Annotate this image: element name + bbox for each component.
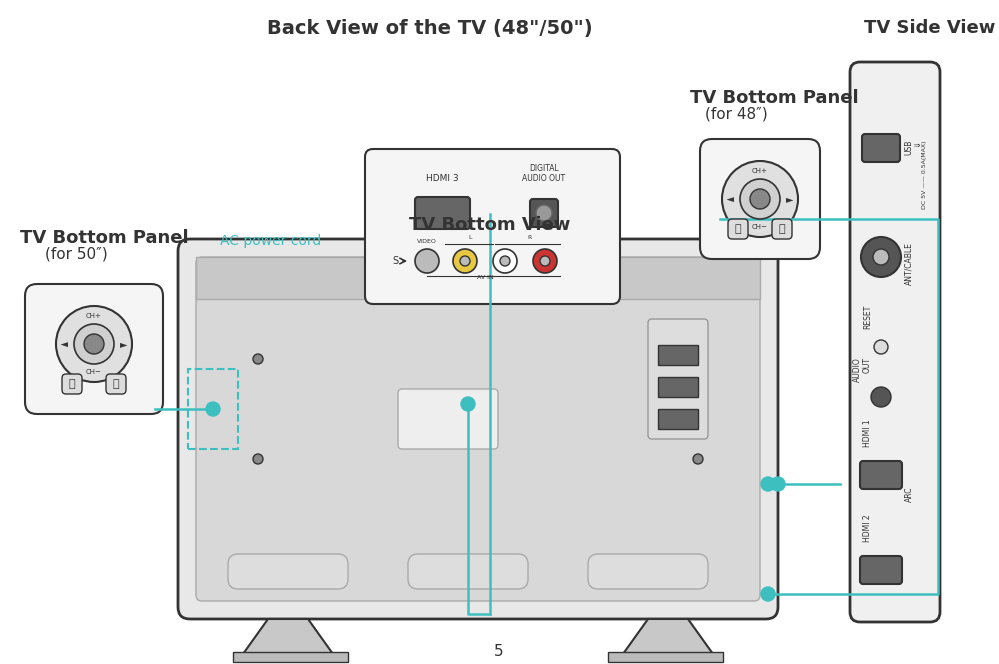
- Text: HDMI 1: HDMI 1: [863, 420, 872, 447]
- Polygon shape: [243, 619, 333, 654]
- Text: (for 50″): (for 50″): [45, 246, 108, 261]
- Text: AC power cord: AC power cord: [220, 234, 322, 248]
- Circle shape: [415, 249, 439, 273]
- Circle shape: [461, 397, 475, 411]
- Text: CH+: CH+: [752, 168, 768, 174]
- Circle shape: [500, 256, 510, 266]
- FancyBboxPatch shape: [588, 554, 708, 589]
- Circle shape: [871, 387, 891, 407]
- Text: ⏻: ⏻: [778, 224, 785, 234]
- Circle shape: [771, 477, 785, 491]
- Circle shape: [536, 205, 552, 221]
- Bar: [196, 257, 760, 299]
- Text: R: R: [527, 235, 532, 240]
- Text: AUDIO
OUT: AUDIO OUT: [852, 357, 872, 382]
- Text: DIGITAL
AUDIO OUT: DIGITAL AUDIO OUT: [522, 163, 565, 183]
- Text: S: S: [392, 256, 398, 266]
- FancyBboxPatch shape: [62, 374, 82, 394]
- Circle shape: [722, 161, 798, 237]
- Text: ⏻: ⏻: [113, 379, 119, 389]
- Text: (for 48″): (for 48″): [705, 106, 768, 121]
- Text: DC 5V —— 0.5A(MAX): DC 5V —— 0.5A(MAX): [922, 140, 927, 208]
- Text: Back View of the TV (48"/50"): Back View of the TV (48"/50"): [267, 19, 592, 38]
- FancyBboxPatch shape: [728, 219, 748, 239]
- FancyBboxPatch shape: [25, 284, 163, 414]
- Circle shape: [873, 249, 889, 265]
- Circle shape: [453, 249, 477, 273]
- Circle shape: [74, 324, 114, 364]
- Circle shape: [693, 354, 703, 364]
- FancyBboxPatch shape: [850, 62, 940, 622]
- Circle shape: [761, 587, 775, 601]
- FancyBboxPatch shape: [648, 319, 708, 439]
- FancyBboxPatch shape: [530, 199, 558, 227]
- Text: HDMI 3: HDMI 3: [426, 174, 459, 183]
- Circle shape: [540, 256, 550, 266]
- Circle shape: [84, 334, 104, 354]
- Bar: [658, 345, 698, 365]
- Circle shape: [693, 454, 703, 464]
- Text: ⇓: ⇓: [912, 140, 921, 147]
- Circle shape: [493, 249, 517, 273]
- Text: CH+: CH+: [86, 313, 102, 319]
- Circle shape: [750, 189, 770, 209]
- FancyBboxPatch shape: [178, 239, 778, 619]
- FancyBboxPatch shape: [860, 556, 902, 584]
- Text: RESET: RESET: [863, 305, 872, 329]
- FancyBboxPatch shape: [106, 374, 126, 394]
- Text: TV Bottom View: TV Bottom View: [410, 216, 570, 234]
- Text: ►: ►: [60, 339, 68, 349]
- Circle shape: [206, 402, 220, 416]
- FancyBboxPatch shape: [860, 461, 902, 489]
- FancyBboxPatch shape: [408, 554, 528, 589]
- Text: USB: USB: [904, 140, 913, 155]
- Text: ►: ►: [726, 194, 733, 204]
- FancyBboxPatch shape: [862, 134, 900, 162]
- Text: 5: 5: [495, 644, 503, 659]
- Circle shape: [874, 340, 888, 354]
- Circle shape: [56, 306, 132, 382]
- FancyBboxPatch shape: [415, 197, 470, 229]
- FancyBboxPatch shape: [196, 257, 760, 601]
- Bar: [608, 652, 723, 662]
- FancyBboxPatch shape: [228, 554, 348, 589]
- Text: ARC: ARC: [905, 487, 914, 503]
- Circle shape: [460, 256, 470, 266]
- Bar: [188, 369, 238, 449]
- Text: CH−: CH−: [752, 224, 768, 230]
- Circle shape: [253, 454, 263, 464]
- Text: ►: ►: [786, 194, 794, 204]
- Text: VIDEO: VIDEO: [417, 239, 437, 244]
- FancyBboxPatch shape: [365, 149, 620, 304]
- Circle shape: [740, 179, 780, 219]
- Bar: [658, 377, 698, 397]
- Circle shape: [761, 477, 775, 491]
- Text: CH−: CH−: [86, 369, 102, 375]
- Circle shape: [253, 354, 263, 364]
- FancyBboxPatch shape: [700, 139, 820, 259]
- Text: ►: ►: [120, 339, 128, 349]
- Polygon shape: [623, 619, 713, 654]
- Text: AV IN: AV IN: [477, 275, 494, 280]
- FancyBboxPatch shape: [772, 219, 792, 239]
- Bar: [233, 652, 348, 662]
- Text: ⎗: ⎗: [734, 224, 741, 234]
- Text: TV Bottom Panel: TV Bottom Panel: [20, 229, 189, 247]
- Text: HDMI 2: HDMI 2: [863, 515, 872, 542]
- Text: ⎗: ⎗: [69, 379, 75, 389]
- Text: TV Side View: TV Side View: [863, 19, 995, 37]
- Bar: [658, 409, 698, 429]
- Text: TV Bottom Panel: TV Bottom Panel: [690, 89, 858, 107]
- Text: L: L: [469, 235, 472, 240]
- Circle shape: [533, 249, 557, 273]
- FancyBboxPatch shape: [398, 389, 498, 449]
- Text: ANT/CABLE: ANT/CABLE: [904, 242, 913, 285]
- Circle shape: [861, 237, 901, 277]
